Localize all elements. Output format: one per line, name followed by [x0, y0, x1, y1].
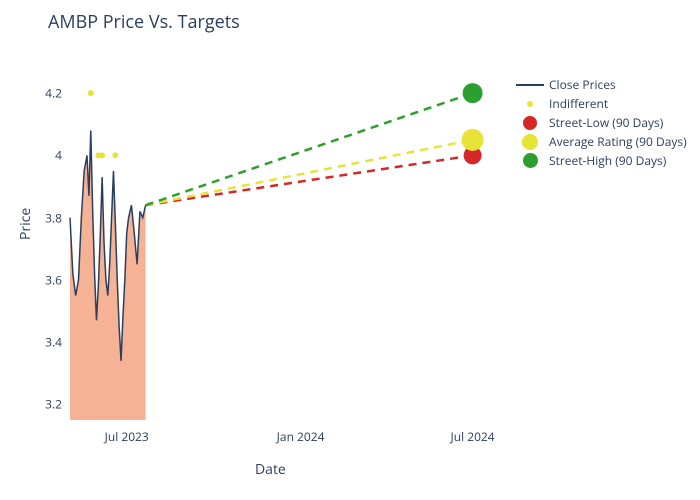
legend-swatch — [515, 153, 545, 168]
street-high-dot — [463, 83, 483, 103]
chart-svg — [70, 62, 500, 420]
y-axis-label: Price — [16, 208, 35, 240]
x-tick: Jan 2024 — [277, 420, 325, 445]
legend-dot-icon — [522, 134, 538, 150]
legend-label: Close Prices — [549, 76, 616, 93]
legend-dot-icon — [523, 116, 537, 130]
legend: Close Prices Indifferent Street-Low (90 Da… — [515, 75, 687, 170]
x-tick: Jul 2023 — [105, 420, 149, 445]
y-tick: 3.6 — [45, 271, 70, 288]
legend-swatch — [515, 116, 545, 130]
avg-rating-dot — [462, 129, 484, 151]
y-tick: 4.2 — [45, 85, 70, 102]
legend-label: Indifferent — [549, 95, 608, 112]
y-tick: 3.8 — [45, 209, 70, 226]
legend-swatch — [515, 84, 545, 86]
legend-dot-icon — [527, 101, 533, 107]
legend-item: Indifferent — [515, 94, 687, 113]
y-tick: 3.4 — [45, 334, 70, 351]
legend-swatch — [515, 101, 545, 107]
indifferent-dot — [99, 152, 105, 158]
legend-dot-icon — [523, 153, 538, 168]
legend-line-icon — [516, 84, 544, 86]
legend-item: Street-Low (90 Days) — [515, 113, 687, 132]
indifferent-dot — [112, 152, 118, 158]
legend-item: Close Prices — [515, 75, 687, 94]
legend-item: Street-High (90 Days) — [515, 151, 687, 170]
legend-swatch — [515, 134, 545, 150]
x-axis-label: Date — [255, 460, 286, 479]
legend-label: Street-Low (90 Days) — [549, 114, 663, 131]
plot-area: 3.23.43.63.844.2 Jul 2023Jan 2024Jul 202… — [70, 62, 500, 420]
x-tick: Jul 2024 — [450, 420, 494, 445]
y-tick: 3.2 — [45, 396, 70, 413]
indifferent-dot — [88, 90, 94, 96]
legend-item: Average Rating (90 Days) — [515, 132, 687, 151]
legend-label: Average Rating (90 Days) — [549, 133, 687, 150]
close-area — [70, 130, 146, 420]
y-tick: 4 — [55, 147, 70, 164]
chart-title: AMBP Price Vs. Targets — [48, 10, 240, 34]
legend-label: Street-High (90 Days) — [549, 152, 666, 169]
street-low-line — [146, 155, 473, 205]
